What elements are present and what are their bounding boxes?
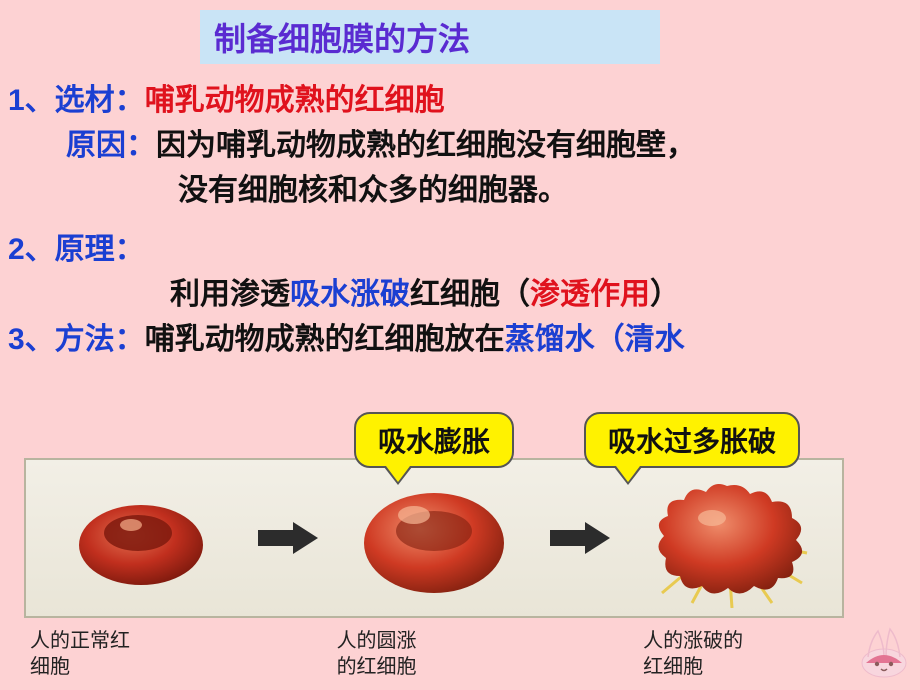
watermark-icon	[856, 617, 912, 684]
label-burst-l1: 人的涨破的	[643, 628, 838, 654]
slide-title: 制备细胞膜的方法	[200, 10, 660, 64]
callout-row: 吸水膨胀 吸水过多胀破	[24, 412, 864, 468]
callout-swell: 吸水膨胀	[354, 412, 514, 468]
principle-post2: ）	[650, 272, 680, 317]
label-normal-l1: 人的正常红	[30, 628, 225, 654]
rbc-swollen-icon	[354, 473, 514, 603]
principle-pre: 利用渗透	[170, 272, 290, 317]
label-row: 人的正常红 细胞 人的圆涨 的红细胞 人的涨破的 红细胞	[24, 628, 844, 680]
principle-red: 渗透作用	[530, 272, 650, 317]
label-burst: 人的涨破的 红细胞	[637, 628, 844, 680]
cell-panel	[24, 458, 844, 618]
callout-burst: 吸水过多胀破	[584, 412, 800, 468]
label-burst-l2: 红细胞	[643, 654, 838, 680]
cell-normal	[38, 483, 245, 593]
item2-label: 2、原理：	[8, 227, 145, 272]
reason-line2: 没有细胞核和众多的细胞器。	[178, 168, 912, 213]
rbc-burst-icon	[642, 468, 812, 608]
principle-post1: 红细胞（	[410, 272, 530, 317]
principle-mid: 吸水涨破	[290, 272, 410, 317]
method-pre: 哺乳动物成熟的红细胞放在	[145, 317, 505, 362]
label-normal: 人的正常红 细胞	[24, 628, 231, 680]
principle-line: 利用渗透吸水涨破红细胞（渗透作用）	[170, 272, 912, 317]
label-normal-l2: 细胞	[30, 654, 225, 680]
reason-line: 原因： 因为哺乳动物成熟的红细胞没有细胞壁，	[66, 123, 912, 168]
label-swollen-l2: 的红细胞	[337, 654, 532, 680]
item-3: 3、方法： 哺乳动物成熟的红细胞放在蒸馏水（清水	[8, 317, 912, 362]
arrow-2-icon	[545, 518, 615, 558]
item1-value: 哺乳动物成熟的红细胞	[145, 78, 445, 123]
content-area: 1、选材： 哺乳动物成熟的红细胞 原因： 因为哺乳动物成熟的红细胞没有细胞壁， …	[8, 78, 912, 362]
reason-text2: 没有细胞核和众多的细胞器。	[178, 168, 568, 213]
label-swollen: 人的圆涨 的红细胞	[331, 628, 538, 680]
diagram: 吸水膨胀 吸水过多胀破	[24, 412, 864, 680]
label-swollen-l1: 人的圆涨	[337, 628, 532, 654]
item-1: 1、选材： 哺乳动物成熟的红细胞	[8, 78, 912, 123]
label-spacer1	[231, 628, 331, 680]
item-2: 2、原理：	[8, 227, 912, 272]
reason-text1: 因为哺乳动物成熟的红细胞没有细胞壁，	[156, 123, 696, 168]
label-spacer2	[537, 628, 637, 680]
cell-swollen	[331, 473, 538, 603]
item1-label: 1、选材：	[8, 78, 145, 123]
rbc-normal-icon	[66, 483, 216, 593]
arrow-1-icon	[253, 518, 323, 558]
cell-burst	[623, 468, 830, 608]
reason-label: 原因：	[66, 123, 156, 168]
method-blue: 蒸馏水（清水	[505, 317, 685, 362]
item3-label: 3、方法：	[8, 317, 145, 362]
